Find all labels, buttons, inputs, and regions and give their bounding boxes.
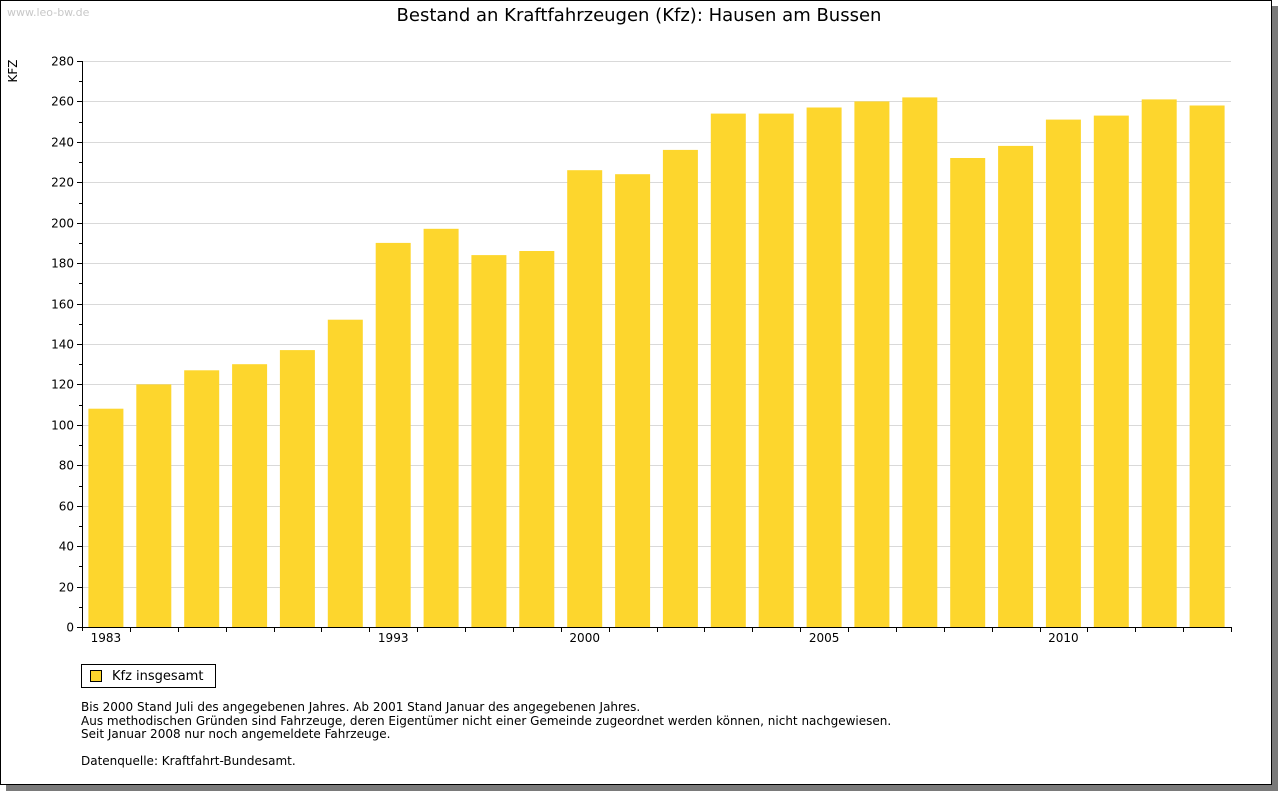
bar bbox=[758, 113, 794, 628]
bar bbox=[471, 255, 507, 627]
y-tick-label: 180 bbox=[51, 257, 74, 271]
x-tick-label: 2005 bbox=[809, 631, 840, 645]
legend: Kfz insgesamt bbox=[81, 664, 217, 688]
bar bbox=[567, 170, 603, 627]
y-tick-label: 220 bbox=[51, 176, 74, 190]
y-tick-label: 240 bbox=[51, 136, 74, 150]
y-tick-label: 140 bbox=[51, 338, 74, 352]
chart-title: Bestand an Kraftfahrzeugen (Kfz): Hausen… bbox=[396, 5, 882, 26]
x-tick-label: 2000 bbox=[569, 631, 600, 645]
legend-swatch bbox=[90, 670, 102, 682]
footnotes: Bis 2000 Stand Juli des angegebenen Jahr… bbox=[81, 700, 892, 768]
bar bbox=[710, 113, 746, 628]
x-tick-label: 1983 bbox=[91, 631, 122, 645]
bar bbox=[806, 107, 842, 627]
bar bbox=[519, 251, 555, 627]
bar bbox=[184, 370, 220, 627]
data-source: Datenquelle: Kraftfahrt-Bundesamt. bbox=[81, 753, 296, 768]
bar bbox=[998, 145, 1034, 627]
footnote-2: Aus methodischen Gründen sind Fahrzeuge,… bbox=[81, 713, 892, 728]
bar bbox=[375, 242, 411, 627]
y-tick-label: 280 bbox=[51, 55, 74, 69]
y-tick-label: 120 bbox=[51, 378, 74, 392]
bar bbox=[279, 350, 315, 627]
bar bbox=[902, 97, 938, 627]
bar bbox=[136, 384, 172, 627]
y-tick-label: 60 bbox=[59, 500, 74, 514]
bar bbox=[854, 101, 890, 627]
bar bbox=[950, 158, 986, 627]
bar bbox=[327, 319, 363, 627]
bar bbox=[1045, 119, 1081, 627]
bar bbox=[1093, 115, 1129, 627]
y-tick-label: 100 bbox=[51, 419, 74, 433]
bar bbox=[232, 364, 268, 627]
y-tick-label: 260 bbox=[51, 95, 74, 109]
watermark: www.leo-bw.de bbox=[7, 6, 90, 19]
bar bbox=[88, 408, 124, 627]
footnote-1: Bis 2000 Stand Juli des angegebenen Jahr… bbox=[81, 700, 641, 714]
y-tick-label: 80 bbox=[59, 459, 74, 473]
y-tick-label: 20 bbox=[59, 581, 74, 595]
bar bbox=[423, 228, 459, 628]
bar-chart: 0 20 40 60 80 100 120 140 160 180 200 220 240 260 280 1… bbox=[51, 55, 1232, 645]
y-tick-label: 0 bbox=[66, 621, 74, 635]
bar bbox=[1189, 105, 1225, 627]
bar bbox=[1141, 99, 1177, 627]
y-tick-label: 40 bbox=[59, 540, 74, 554]
x-tick-label: 1993 bbox=[378, 631, 409, 645]
footnote-3: Seit Januar 2008 nur noch angemeldete Fa… bbox=[81, 727, 391, 741]
legend-label: Kfz insgesamt bbox=[112, 668, 204, 684]
bar bbox=[662, 149, 698, 627]
x-tick-label: 2010 bbox=[1048, 631, 1079, 645]
y-tick-label: 160 bbox=[51, 298, 74, 312]
y-tick-label: 200 bbox=[51, 217, 74, 231]
bar bbox=[615, 174, 651, 627]
